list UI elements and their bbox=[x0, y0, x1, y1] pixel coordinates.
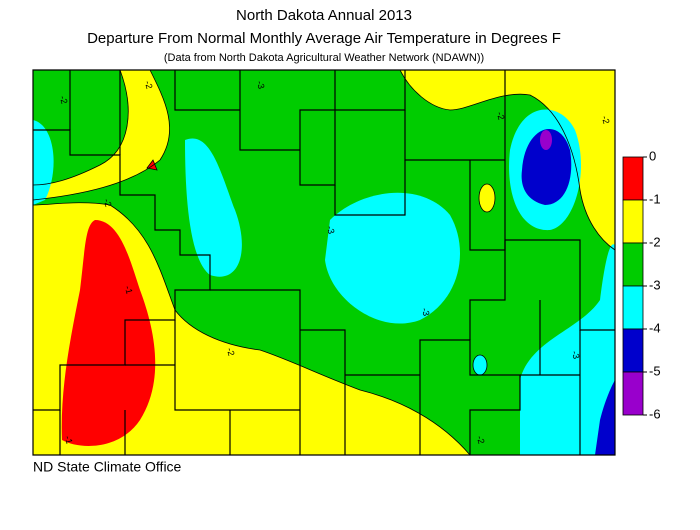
region bbox=[540, 130, 552, 150]
legend-swatch bbox=[622, 156, 644, 201]
subtitle: Departure From Normal Monthly Average Ai… bbox=[87, 30, 561, 47]
region bbox=[61, 220, 156, 446]
legend: 0 -1 -2 -3 -4 -5 -6 bbox=[622, 148, 661, 421]
region bbox=[472, 354, 488, 376]
legend-swatch bbox=[622, 371, 644, 416]
legend-swatch bbox=[622, 328, 644, 373]
legend-tick-label: -2 bbox=[649, 234, 661, 249]
contour-label: -2 bbox=[495, 111, 507, 121]
region bbox=[185, 138, 242, 277]
contour-label: -2 bbox=[102, 198, 114, 208]
contour-label: -2 bbox=[143, 80, 155, 90]
map bbox=[32, 69, 616, 456]
contour-label: -3 bbox=[325, 225, 337, 235]
contour-label: -3 bbox=[570, 350, 582, 360]
contour-label: -3 bbox=[255, 80, 267, 90]
region bbox=[325, 192, 460, 324]
legend-swatch bbox=[622, 199, 644, 244]
legend-swatch bbox=[622, 242, 644, 287]
legend-tick-label: -4 bbox=[649, 320, 661, 335]
contour-lines bbox=[32, 69, 616, 456]
county-lines bbox=[32, 69, 616, 456]
legend-tick-label: -6 bbox=[649, 406, 661, 421]
region bbox=[521, 128, 572, 205]
legend-swatch bbox=[622, 285, 644, 330]
legend-tick-label: 0 bbox=[649, 148, 656, 163]
source: (Data from North Dakota Agricultural Wea… bbox=[164, 52, 484, 64]
footer: ND State Climate Office bbox=[33, 459, 182, 475]
region bbox=[478, 183, 496, 213]
contour-label: -1 bbox=[63, 435, 75, 445]
contour-label-group: -2 -2 -2 -2 -2 -2 -2 -3 -3 -3 -3 -1 -1 bbox=[58, 80, 612, 445]
legend-tick-label: -3 bbox=[649, 277, 661, 292]
legend-tick-label: -1 bbox=[649, 191, 661, 206]
contour-label: -2 bbox=[475, 435, 487, 445]
contour-label: -2 bbox=[600, 115, 612, 125]
region bbox=[33, 70, 170, 200]
region bbox=[595, 380, 615, 455]
contour-label: -2 bbox=[225, 347, 237, 357]
contour-label: -2 bbox=[58, 95, 70, 105]
contour-label: -1 bbox=[123, 285, 135, 295]
contour-label: -3 bbox=[420, 307, 432, 317]
title: North Dakota Annual 2013 bbox=[236, 7, 412, 24]
legend-tick-label: -5 bbox=[649, 363, 661, 378]
region bbox=[520, 244, 615, 455]
